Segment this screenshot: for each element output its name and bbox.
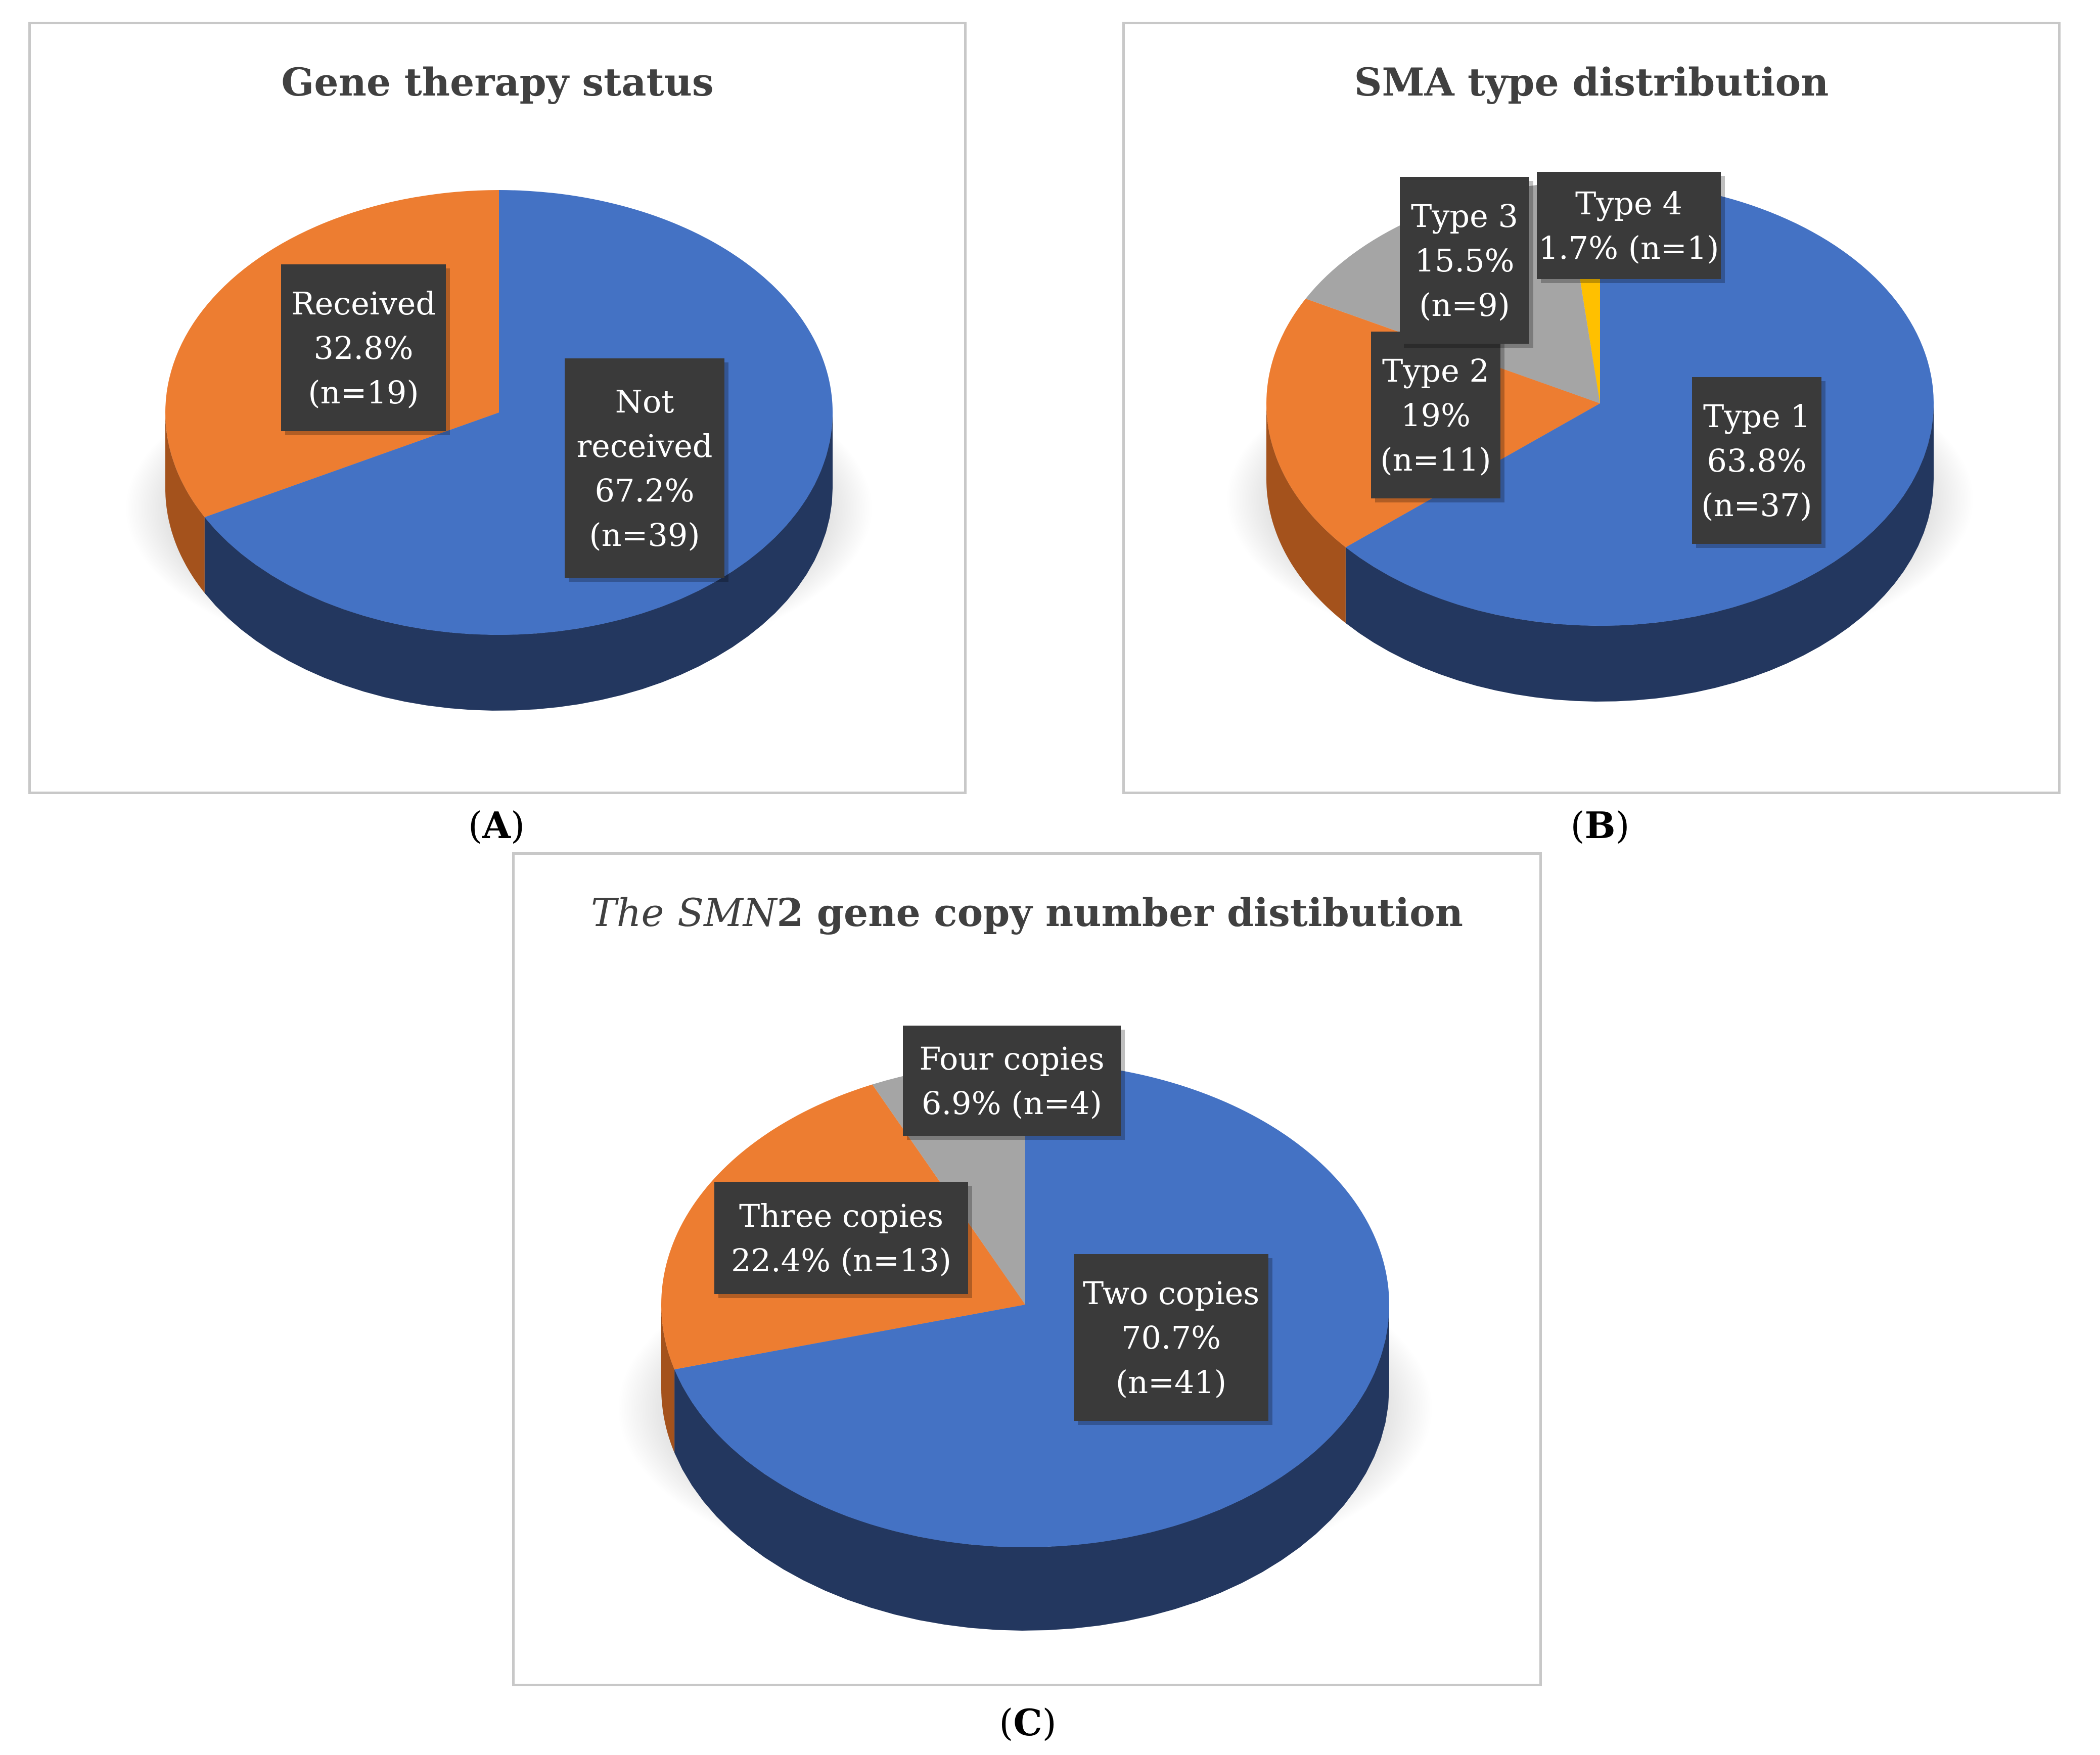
data-label-text: Type 2 bbox=[1382, 352, 1489, 389]
chart-title-italic-smn: SMN bbox=[677, 890, 777, 935]
pie-slice-side bbox=[661, 1305, 675, 1453]
data-label-text: 67.2% bbox=[595, 472, 695, 509]
data-label-box bbox=[565, 358, 724, 578]
panel-letter-a: (A) bbox=[468, 804, 525, 847]
chart-title: The SMN2 gene copy number distibution bbox=[515, 890, 1539, 935]
pie-chart-smn2-copies: Two copies 70.7% (n=41) Three copies 22.4% (… bbox=[617, 1026, 1433, 1631]
data-label-text: 22.4% (n=13) bbox=[731, 1242, 951, 1279]
chart-panel-sma-type: SMA type distribution Type 1 63.8% (n=37) T… bbox=[1122, 22, 2061, 794]
panel-letter-b: (B) bbox=[1570, 804, 1630, 847]
chart-title: SMA type distribution bbox=[1354, 60, 1829, 105]
data-label-text: Type 1 bbox=[1703, 398, 1810, 435]
pie-slice-side bbox=[1266, 403, 1346, 623]
data-label: Type 3 15.5% (n=9) bbox=[1400, 177, 1533, 348]
data-label-box bbox=[1074, 1254, 1268, 1421]
pie-slice-side bbox=[1345, 403, 1934, 702]
data-label-text: Received bbox=[291, 285, 436, 322]
data-label-text: 15.5% bbox=[1415, 242, 1515, 279]
pie-slice-side bbox=[165, 412, 205, 593]
data-label-text: Type 3 bbox=[1411, 198, 1518, 235]
data-label: Four copies 6.9% (n=4) bbox=[903, 1026, 1125, 1140]
data-label-text: (n=37) bbox=[1701, 487, 1812, 524]
data-label: Type 2 19% (n=11) bbox=[1371, 332, 1504, 502]
chart-panel-gene-therapy: Gene therapy status Not received 67.2% (n=3… bbox=[28, 22, 967, 794]
data-label-text: 63.8% bbox=[1707, 442, 1807, 479]
data-label-text: Not bbox=[615, 383, 674, 420]
data-label-text: 70.7% bbox=[1121, 1319, 1221, 1356]
data-label-text: (n=11) bbox=[1380, 441, 1491, 478]
data-label-box bbox=[1371, 332, 1500, 498]
data-label: Two copies 70.7% (n=41) bbox=[1074, 1254, 1272, 1425]
chart-title: Gene therapy status bbox=[281, 60, 714, 105]
data-label-box bbox=[281, 264, 446, 431]
data-label-box bbox=[1400, 177, 1529, 344]
data-label-text: (n=9) bbox=[1419, 287, 1510, 324]
pie-chart-sma-type: Type 1 63.8% (n=37) Type 2 19% (n=11) Type 3 15… bbox=[1226, 172, 1974, 702]
data-label-box bbox=[1537, 172, 1721, 279]
data-label: Not received 67.2% (n=39) bbox=[565, 358, 728, 582]
data-label: Type 1 63.8% (n=37) bbox=[1692, 377, 1825, 548]
panel-letter-c: (C) bbox=[999, 1701, 1057, 1744]
data-label-text: Three copies bbox=[739, 1197, 943, 1234]
data-label-box bbox=[903, 1026, 1121, 1136]
data-label-text: Type 4 bbox=[1575, 185, 1682, 222]
data-label-box bbox=[1692, 377, 1821, 544]
chart-title-italic-the: The bbox=[590, 890, 664, 935]
data-label-text: Four copies bbox=[919, 1040, 1104, 1077]
pie-slice-side bbox=[674, 1305, 1389, 1631]
data-label-text: (n=39) bbox=[589, 517, 700, 553]
data-label-text: (n=19) bbox=[308, 374, 419, 411]
pie-slice-side bbox=[204, 412, 833, 711]
pie-slice bbox=[674, 1062, 1389, 1547]
data-label-text: 6.9% (n=4) bbox=[922, 1085, 1102, 1122]
chart-title-rest: 2 gene copy number distibution bbox=[777, 890, 1464, 935]
data-label-box bbox=[714, 1182, 968, 1294]
data-label-text: received bbox=[577, 428, 713, 465]
data-label: Three copies 22.4% (n=13) bbox=[714, 1182, 972, 1298]
data-label-text: 19% bbox=[1401, 397, 1471, 434]
pie-chart-gene-therapy: Not received 67.2% (n=39) Received 32.8% (n=19… bbox=[125, 190, 873, 711]
data-label: Received 32.8% (n=19) bbox=[281, 264, 450, 435]
chart-panel-smn2-copies: The SMN2 gene copy number distibution Tw… bbox=[512, 852, 1542, 1686]
data-label-text: Two copies bbox=[1083, 1275, 1259, 1312]
data-label: Type 4 1.7% (n=1) bbox=[1537, 172, 1725, 283]
data-label-text: (n=41) bbox=[1116, 1364, 1226, 1401]
data-label-text: 32.8% bbox=[314, 330, 414, 366]
data-label-text: 1.7% (n=1) bbox=[1539, 229, 1719, 266]
